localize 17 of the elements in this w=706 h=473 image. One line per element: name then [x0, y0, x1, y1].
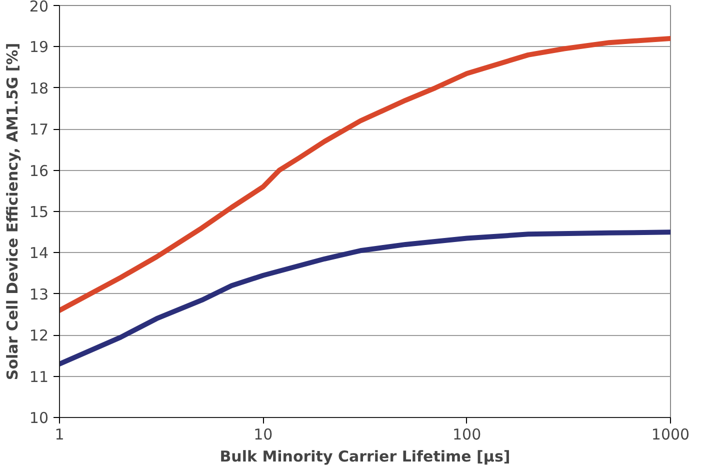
x-tick-label: 1	[54, 426, 64, 444]
x-axis-title: Bulk Minority Carrier Lifetime [µs]	[220, 448, 510, 466]
y-tick-label: 13	[29, 285, 49, 304]
y-tick-label: 15	[29, 203, 49, 221]
x-tick-label: 100	[452, 426, 482, 444]
y-tick-label: 17	[29, 120, 49, 139]
x-tick-label: 1000	[651, 426, 690, 444]
y-tick-label: 19	[29, 38, 49, 56]
x-tick-label: 10	[254, 426, 273, 444]
y-tick-label: 16	[29, 162, 49, 180]
y-tick-label: 14	[29, 244, 49, 262]
y-axis-title: Solar Cell Device Efficiency, AM1.5G [%]	[3, 42, 22, 380]
y-tick-label: 12	[29, 326, 49, 345]
y-tick-label: 11	[29, 368, 49, 386]
y-tick-label: 10	[29, 409, 49, 427]
y-tick-label: 20	[29, 0, 49, 16]
y-tick-label: 18	[29, 79, 49, 98]
